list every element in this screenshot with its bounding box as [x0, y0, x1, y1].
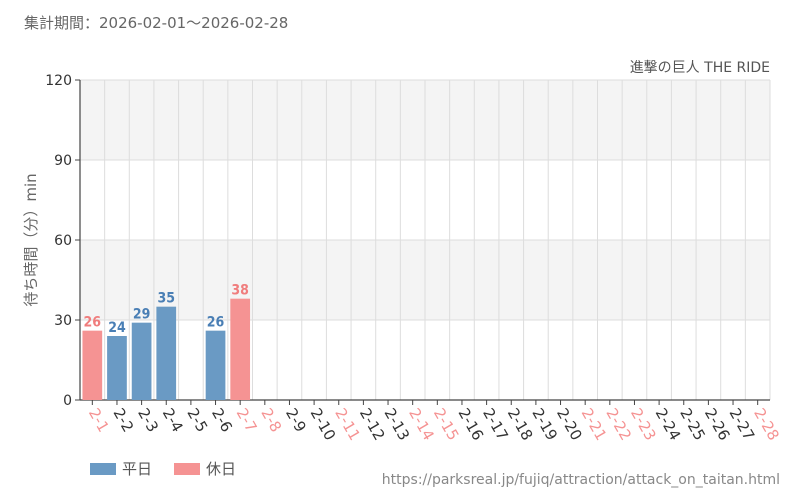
- x-tick-label: 2-26: [701, 405, 734, 443]
- x-tick-label: 2-27: [726, 405, 759, 443]
- bar-value-label: 26: [207, 315, 225, 331]
- x-tick-label: 2-28: [750, 405, 783, 443]
- x-tick-label: 2-12: [356, 405, 389, 443]
- x-tick-label: 2-9: [282, 405, 310, 435]
- x-tick-label: 2-21: [578, 405, 611, 443]
- y-tick-label: 60: [54, 233, 72, 249]
- x-tick-label: 2-25: [676, 405, 709, 443]
- x-tick-label: 2-2: [110, 405, 138, 435]
- x-tick-label: 2-11: [331, 405, 364, 443]
- legend: 平日 休日: [90, 458, 258, 479]
- x-tick-label: 2-19: [528, 405, 561, 443]
- legend-label-holiday: 休日: [206, 460, 237, 478]
- y-tick-label: 90: [54, 153, 72, 169]
- legend-label-weekday: 平日: [122, 460, 153, 478]
- x-tick-label: 2-16: [455, 405, 488, 443]
- x-tick-label: 2-22: [602, 405, 635, 443]
- x-tick-label: 2-10: [307, 405, 340, 443]
- bar: [82, 330, 103, 400]
- y-tick-label: 30: [54, 313, 72, 329]
- bar-value-label: 24: [108, 320, 126, 336]
- bar: [107, 336, 127, 400]
- x-tick-label: 2-24: [652, 405, 685, 443]
- y-axis-label: 待ち時間（分）min: [22, 173, 40, 306]
- bar: [205, 330, 226, 400]
- x-tick-label: 2-14: [405, 405, 438, 443]
- chart-title: 進撃の巨人 THE RIDE: [630, 60, 770, 76]
- legend-swatch-holiday: [174, 462, 201, 475]
- y-tick-label: 120: [45, 73, 72, 89]
- source-url: https://parksreal.jp/fujiq/attraction/at…: [381, 472, 780, 488]
- bar: [230, 298, 251, 400]
- x-tick-label: 2-20: [553, 405, 586, 443]
- x-tick-label: 2-17: [479, 405, 512, 443]
- bar: [156, 306, 177, 400]
- y-tick-label: 0: [63, 393, 72, 409]
- bar-value-label: 29: [133, 307, 151, 323]
- bar-value-label: 35: [157, 291, 175, 307]
- x-tick-label: 2-1: [85, 405, 113, 435]
- legend-item-weekday: 平日: [90, 458, 152, 479]
- bar-value-label: 26: [84, 315, 102, 331]
- bar-value-label: 38: [231, 283, 249, 299]
- x-tick-label: 2-5: [183, 405, 211, 435]
- legend-item-holiday: 休日: [174, 458, 236, 479]
- legend-swatch-weekday: [90, 462, 116, 475]
- x-tick-label: 2-15: [430, 405, 463, 443]
- x-tick-label: 2-23: [627, 405, 660, 443]
- x-tick-label: 2-4: [159, 405, 187, 435]
- x-tick-label: 2-3: [134, 405, 162, 435]
- x-tick-label: 2-8: [257, 405, 285, 435]
- period-label: 集計期間：2026-02-01～2026-02-28: [24, 14, 289, 32]
- x-tick-label: 2-18: [504, 405, 537, 443]
- bar: [131, 322, 152, 400]
- x-tick-label: 2-7: [233, 405, 261, 435]
- x-tick-label: 2-13: [381, 405, 414, 443]
- x-tick-label: 2-6: [208, 405, 236, 435]
